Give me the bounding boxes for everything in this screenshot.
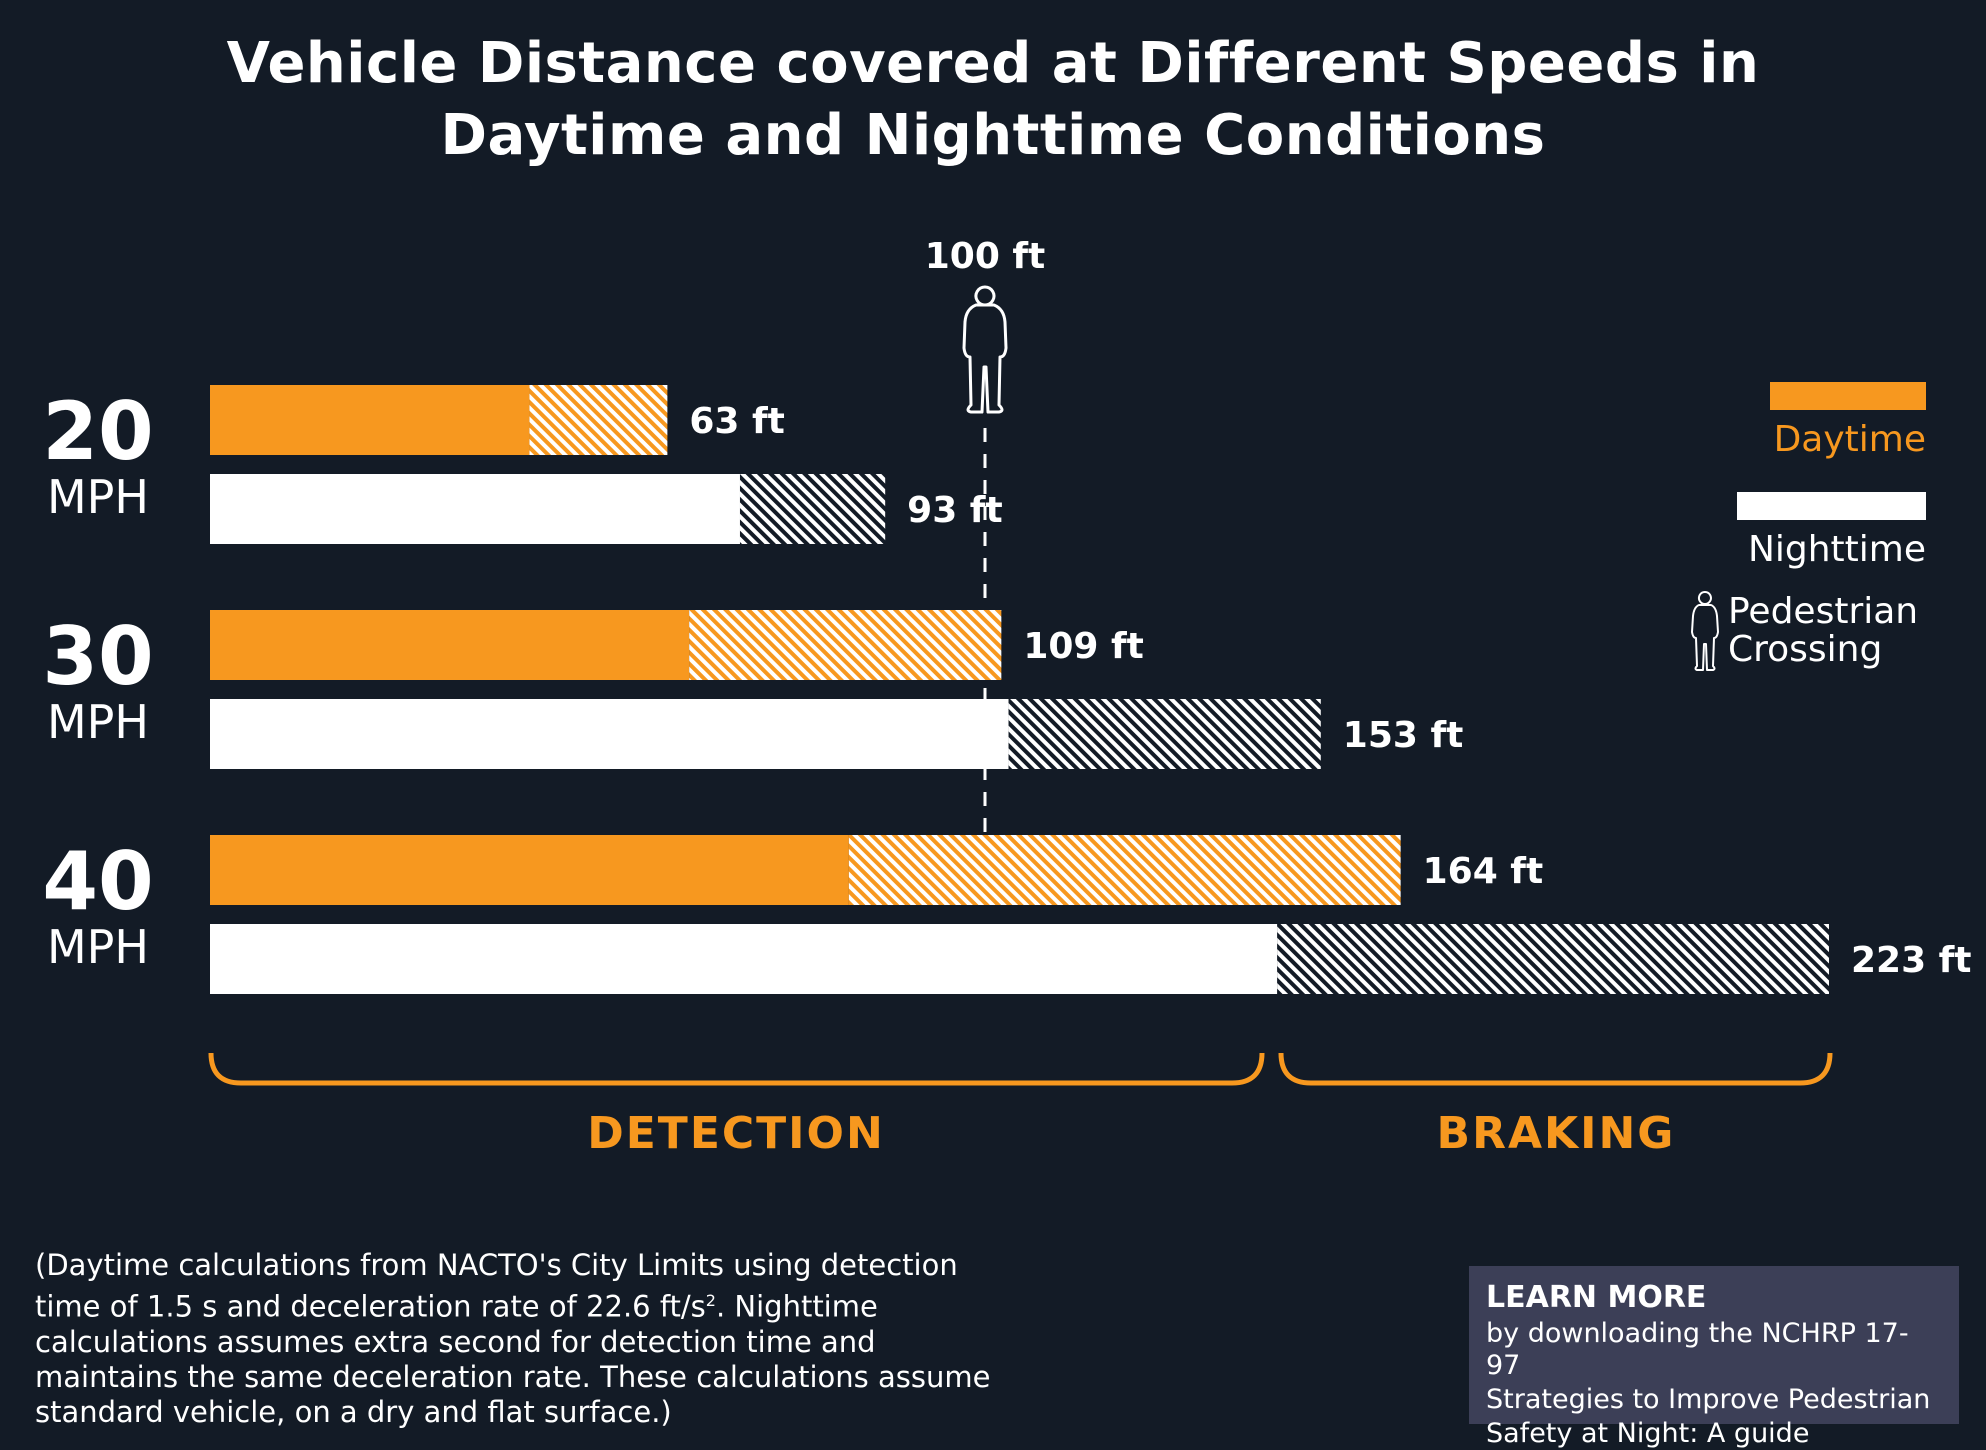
speed-label-30: 30 MPH — [18, 610, 178, 749]
learn-more-box[interactable]: LEARN MORE by downloading the NCHRP 17-9… — [1469, 1266, 1959, 1449]
speed-value: 20 — [42, 385, 154, 478]
value-label-night-20-mph: 93 ft — [907, 490, 1003, 531]
speed-unit: MPH — [46, 695, 150, 749]
speed-unit: MPH — [46, 920, 150, 974]
chart-title-line1: Vehicle Distance covered at Different Sp… — [226, 31, 1760, 96]
pedestrian-icon — [1691, 591, 1719, 671]
bar-day-20-mph-braking — [529, 385, 668, 455]
bar-night-40-mph-detection — [210, 924, 1278, 994]
bar-day-40-mph-braking — [848, 835, 1401, 905]
footnote: (Daytime calculations from NACTO's City … — [35, 1248, 995, 1430]
pedestrian-icon — [962, 285, 1008, 414]
legend-label-pedestrian-line2: Crossing — [1728, 629, 1883, 670]
value-label-night-30-mph: 153 ft — [1343, 715, 1464, 756]
legend-swatch-nighttime — [1737, 492, 1926, 520]
footnote-superscript: 2 — [705, 1291, 716, 1310]
speed-value: 40 — [42, 835, 154, 928]
bar-day-40-mph-detection — [210, 835, 849, 905]
chart-title-line2: Daytime and Nighttime Conditions — [440, 103, 1546, 168]
speed-value: 30 — [42, 610, 154, 703]
bar-night-20-mph-braking — [739, 474, 886, 544]
footnote-text-a: (Daytime calculations from NACTO's City … — [35, 1248, 958, 1324]
legend-label-nighttime: Nighttime — [1747, 529, 1926, 570]
footnote-text-b: . Nighttime calculations assumes extra s… — [35, 1289, 991, 1429]
bar-day-20-mph-detection — [210, 385, 530, 455]
bar-night-30-mph-braking — [1008, 699, 1321, 769]
legend-pedestrian: Pedestrian Crossing — [1690, 590, 1918, 672]
speed-label-20: 20 MPH — [18, 385, 178, 524]
legend: Daytime Nighttime — [1666, 382, 1926, 602]
bar-day-30-mph-detection — [210, 610, 690, 680]
value-label-day-20-mph: 63 ft — [689, 401, 785, 442]
chart-title: Vehicle Distance covered at Different Sp… — [0, 28, 1986, 172]
speed-label-40: 40 MPH — [18, 835, 178, 974]
legend-label-pedestrian-line1: Pedestrian — [1728, 591, 1919, 632]
learn-more-line1: by downloading the NCHRP 17-97 — [1486, 1318, 1909, 1381]
braking-bracket — [1278, 1052, 1833, 1086]
detection-label: DETECTION — [587, 1108, 885, 1159]
learn-more-heading: LEARN MORE — [1486, 1280, 1707, 1315]
bar-night-30-mph-detection — [210, 699, 1009, 769]
bar-day-30-mph-braking — [689, 610, 1002, 680]
bar-night-40-mph-braking — [1277, 924, 1829, 994]
value-label-day-40-mph: 164 ft — [1423, 851, 1544, 892]
detection-bracket — [208, 1052, 1265, 1086]
legend-label-daytime: Daytime — [1773, 419, 1926, 460]
legend-swatch-daytime — [1770, 382, 1926, 410]
marker-label: 100 ft — [925, 236, 1046, 277]
value-label-night-40-mph: 223 ft — [1851, 940, 1972, 981]
learn-more-line3: Safety at Night: A guide — [1486, 1418, 1810, 1449]
learn-more-line2: Strategies to Improve Pedestrian — [1486, 1384, 1931, 1415]
bar-night-20-mph-detection — [210, 474, 740, 544]
speed-unit: MPH — [46, 470, 150, 524]
value-label-day-30-mph: 109 ft — [1023, 626, 1144, 667]
braking-label: BRAKING — [1436, 1108, 1676, 1159]
